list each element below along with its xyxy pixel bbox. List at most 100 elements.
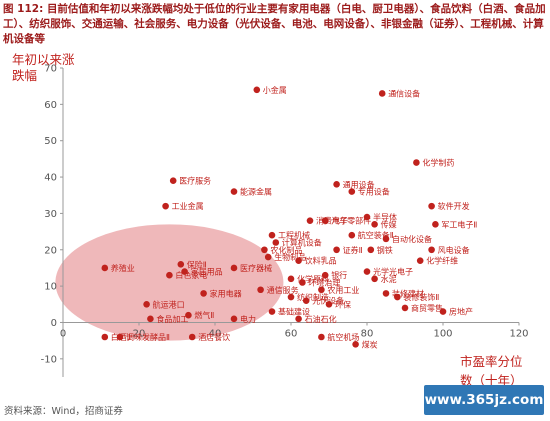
- data-point: [169, 177, 177, 184]
- data-point-label: 软件开发: [438, 201, 470, 211]
- x-tick-label: 0: [60, 328, 66, 339]
- data-point-label: 食品加工: [156, 314, 188, 324]
- data-point: [352, 340, 359, 348]
- data-point: [416, 257, 424, 264]
- data-point: [287, 275, 295, 283]
- data-point: [318, 333, 325, 341]
- y-tick-label: 20: [44, 245, 57, 256]
- x-tick-label: 40: [209, 328, 222, 339]
- x-tick-label: 120: [509, 328, 528, 339]
- data-point: [439, 308, 447, 315]
- data-point-label: 家用电器: [210, 288, 242, 298]
- data-point-label: 商贸零售: [411, 303, 443, 313]
- data-point-label: 家居用品: [191, 267, 223, 277]
- data-point-label: 纺织制造: [297, 292, 329, 302]
- caption-text: 目前估值和年初以来涨跌幅均处于低位的行业主要有家用电器（白电、厨卫电器）、食品饮…: [3, 3, 546, 45]
- data-point: [116, 333, 124, 341]
- data-point: [295, 315, 302, 323]
- data-point-label: 农用工业: [327, 285, 359, 295]
- data-point-label: 白色家电: [175, 270, 207, 280]
- data-point: [200, 290, 207, 297]
- data-point-label: 装修建材: [392, 288, 424, 298]
- data-point-label: 调味发酵品Ⅱ: [126, 332, 170, 342]
- data-point-label: 航运港口: [153, 299, 185, 309]
- data-point-label: 保险Ⅱ: [187, 259, 207, 269]
- data-point: [147, 315, 154, 323]
- data-point: [348, 188, 356, 195]
- data-point: [413, 159, 420, 166]
- data-point-label: 光伏设备: [312, 296, 344, 306]
- data-point-label: 装修装饰Ⅱ: [403, 292, 439, 302]
- data-point-label: 汽车零部件: [331, 216, 371, 226]
- data-point-label: 水泥: [381, 274, 397, 284]
- data-point: [348, 231, 356, 239]
- data-point-label: 专用设备: [358, 187, 390, 197]
- data-point-label: 煤炭: [362, 339, 378, 349]
- highlight-ellipse: [55, 224, 284, 341]
- x-tick-label: 60: [285, 328, 298, 339]
- data-point: [333, 246, 340, 254]
- data-point: [188, 333, 196, 341]
- data-point-label: 化学纤维: [426, 256, 458, 266]
- x-tick-label: 80: [361, 328, 374, 339]
- data-point-label: 饮料乳品: [305, 256, 337, 266]
- data-point-label: 通信设备: [388, 88, 420, 98]
- data-point-label: 小金属: [263, 85, 287, 95]
- x-tick-label: 20: [133, 328, 146, 339]
- y-tick-label: 0: [51, 318, 57, 329]
- x-tick-label: 100: [433, 328, 452, 339]
- y-tick-label: 70: [44, 64, 57, 75]
- data-point-label: 消费电子: [316, 216, 348, 226]
- data-point-label: 传媒: [381, 219, 397, 229]
- data-point-label: 化学制药: [422, 158, 454, 168]
- data-point-label: 航空机场: [327, 332, 359, 342]
- y-tick-label: 30: [44, 209, 57, 220]
- data-point: [428, 202, 435, 210]
- data-point-label: 养殖业: [111, 263, 135, 273]
- data-point: [363, 268, 371, 275]
- data-point: [371, 221, 378, 228]
- data-point-label: 钢铁: [377, 245, 393, 255]
- watermark-badge: www.365jz.com: [424, 385, 544, 415]
- data-point: [162, 202, 169, 210]
- data-point-label: 农化制品: [270, 245, 302, 255]
- source-note: 资料来源：Wind，招商证券: [4, 406, 123, 417]
- data-point-label: 军工电子Ⅱ: [441, 219, 477, 229]
- data-point-label: 石油石化: [305, 314, 337, 324]
- data-point: [382, 290, 390, 297]
- data-point: [378, 90, 386, 97]
- data-point-label: 环保: [335, 299, 351, 309]
- data-point: [268, 308, 276, 315]
- data-point-label: 医疗服务: [179, 176, 211, 186]
- data-point: [321, 271, 329, 279]
- data-point-label: 能源金属: [240, 187, 272, 197]
- data-point: [382, 235, 390, 243]
- y-tick-label: 60: [44, 100, 57, 111]
- data-point-label: 计算机设备: [282, 237, 322, 247]
- data-point: [268, 231, 276, 239]
- data-point: [363, 213, 371, 221]
- data-point: [321, 217, 329, 224]
- y-axis-title-line1: 年初以来涨: [12, 52, 75, 67]
- y-tick-label: 40: [44, 173, 57, 184]
- data-point: [181, 268, 188, 275]
- y-tick-label: 10: [44, 282, 57, 293]
- data-point: [306, 217, 314, 224]
- data-point-label: 通信服务: [267, 285, 299, 295]
- data-point-label: 风电设备: [438, 245, 470, 255]
- data-point-label: 电力: [240, 314, 256, 324]
- data-point-label: 环境治理: [308, 277, 340, 287]
- data-point: [230, 264, 238, 272]
- data-point: [101, 264, 109, 272]
- data-point-label: 工业金属: [172, 201, 204, 211]
- data-point: [166, 271, 173, 279]
- data-point: [302, 297, 310, 304]
- data-point-label: 通用设备: [343, 179, 375, 189]
- data-point-label: 基础建设: [278, 307, 310, 317]
- data-point: [143, 300, 150, 308]
- data-point-label: 证券Ⅱ: [343, 245, 363, 255]
- figure-caption: 图 112: 目前估值和年初以来涨跌幅均处于低位的行业主要有家用电器（白电、厨卫…: [3, 2, 547, 47]
- data-point-label: 光学光电子: [373, 267, 413, 277]
- data-point-label: 自动化设备: [392, 234, 432, 244]
